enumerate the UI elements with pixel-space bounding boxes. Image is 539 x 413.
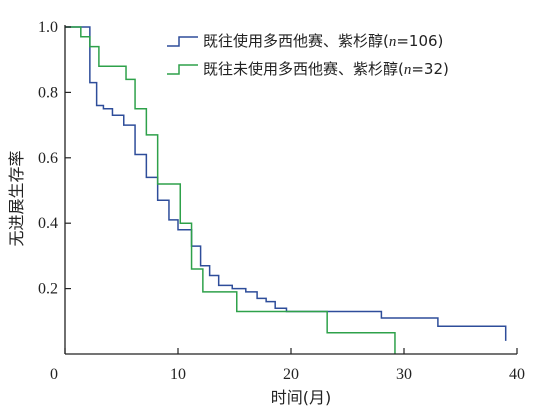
y-axis-title: 无进展生存率 bbox=[7, 150, 26, 246]
series-line-2 bbox=[65, 26, 396, 354]
x-tick-label: 10 bbox=[170, 366, 186, 383]
legend-swatch-1 bbox=[167, 36, 198, 47]
legend-label-1: 既往使用多西他赛、紫杉醇(n=106) bbox=[203, 32, 443, 50]
legend: 既往使用多西他赛、紫杉醇(n=106) 既往未使用多西他赛、紫杉醇(n=32) bbox=[167, 32, 449, 78]
legend-label-2: 既往未使用多西他赛、紫杉醇(n=32) bbox=[203, 60, 449, 78]
legend-swatch-2 bbox=[167, 64, 198, 75]
x-tick-label: 40 bbox=[509, 366, 525, 383]
x-axis-title: 时间(月) bbox=[271, 388, 332, 407]
x-tick-label: 0 bbox=[50, 366, 58, 383]
y-tick-label: 0.8 bbox=[38, 84, 58, 101]
y-tick-label: 0.4 bbox=[38, 215, 58, 232]
y-tick-label: 0.6 bbox=[38, 150, 58, 167]
y-tick-label: 1.0 bbox=[38, 19, 58, 36]
series-line-1 bbox=[65, 26, 507, 341]
y-tick-label: 0.2 bbox=[38, 281, 58, 298]
ticks: 0 10 20 30 40 0.2 0.4 0.6 0.8 1.0 bbox=[38, 19, 525, 383]
x-tick-label: 30 bbox=[396, 366, 412, 383]
plot-area bbox=[65, 26, 507, 354]
x-tick-label: 20 bbox=[283, 366, 299, 383]
